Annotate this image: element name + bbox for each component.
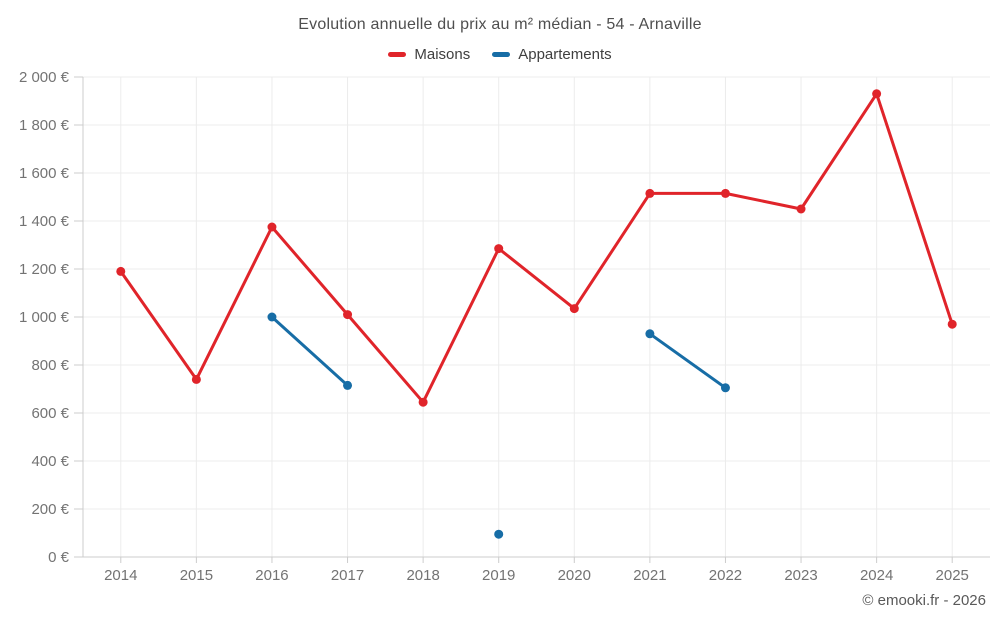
- data-point-appartements-2019[interactable]: [494, 529, 504, 539]
- y-tick-label: 200 €: [31, 501, 69, 518]
- data-point-appartements-2022[interactable]: [720, 383, 730, 393]
- data-point-maisons-2021[interactable]: [645, 188, 655, 198]
- y-tick-label: 0 €: [48, 549, 70, 566]
- x-tick-label: 2023: [784, 567, 817, 584]
- y-tick-label: 400 €: [31, 453, 69, 470]
- data-point-maisons-2023[interactable]: [796, 204, 806, 214]
- data-point-appartements-2016[interactable]: [267, 312, 277, 322]
- data-point-maisons-2025[interactable]: [947, 319, 957, 329]
- series-line-maisons: [119, 92, 954, 404]
- data-point-maisons-2018[interactable]: [418, 397, 428, 407]
- x-tick-label: 2018: [406, 567, 439, 584]
- x-tick-label: 2017: [331, 567, 364, 584]
- data-point-maisons-2024[interactable]: [872, 89, 882, 99]
- data-point-maisons-2022[interactable]: [720, 188, 730, 198]
- data-point-maisons-2017[interactable]: [343, 310, 353, 320]
- legend-label-appartements: Appartements: [518, 46, 612, 63]
- data-point-maisons-2016[interactable]: [267, 222, 277, 232]
- data-point-maisons-2015[interactable]: [191, 374, 201, 384]
- chart-title: Evolution annuelle du prix au m² médian …: [298, 16, 702, 33]
- data-point-maisons-2020[interactable]: [569, 304, 579, 314]
- data-point-appartements-2021[interactable]: [645, 329, 655, 339]
- x-tick-label: 2024: [860, 567, 893, 584]
- y-tick-label: 600 €: [31, 405, 69, 422]
- legend-swatch-maisons: [388, 52, 407, 57]
- data-point-maisons-2014[interactable]: [116, 266, 126, 276]
- data-point-maisons-2019[interactable]: [494, 244, 504, 254]
- series-line-appartements: [270, 315, 350, 387]
- legend: Maisons Appartements: [0, 46, 1000, 63]
- x-tick-label: 2025: [936, 567, 969, 584]
- x-tick-label: 2014: [104, 567, 137, 584]
- legend-label-maisons: Maisons: [414, 46, 471, 63]
- data-point-appartements-2017[interactable]: [343, 380, 353, 390]
- legend-item-maisons[interactable]: Maisons: [388, 46, 470, 63]
- x-tick-label: 2019: [482, 567, 515, 584]
- y-tick-label: 1 800 €: [19, 117, 70, 134]
- y-tick-label: 1 000 €: [19, 309, 70, 326]
- copyright-text: © emooki.fr - 2026: [862, 592, 986, 609]
- y-tick-label: 1 200 €: [19, 261, 70, 278]
- legend-item-appartements[interactable]: Appartements: [492, 46, 612, 63]
- x-tick-label: 2021: [633, 567, 666, 584]
- legend-swatch-appartements: [492, 52, 511, 57]
- x-tick-label: 2022: [709, 567, 742, 584]
- y-tick-label: 2 000 €: [19, 69, 70, 86]
- y-tick-label: 800 €: [31, 357, 69, 374]
- y-tick-label: 1 400 €: [19, 213, 70, 230]
- x-tick-label: 2016: [255, 567, 288, 584]
- y-tick-label: 1 600 €: [19, 165, 70, 182]
- series-line-appartements: [648, 332, 727, 390]
- x-tick-label: 2015: [180, 567, 213, 584]
- x-tick-label: 2020: [558, 567, 591, 584]
